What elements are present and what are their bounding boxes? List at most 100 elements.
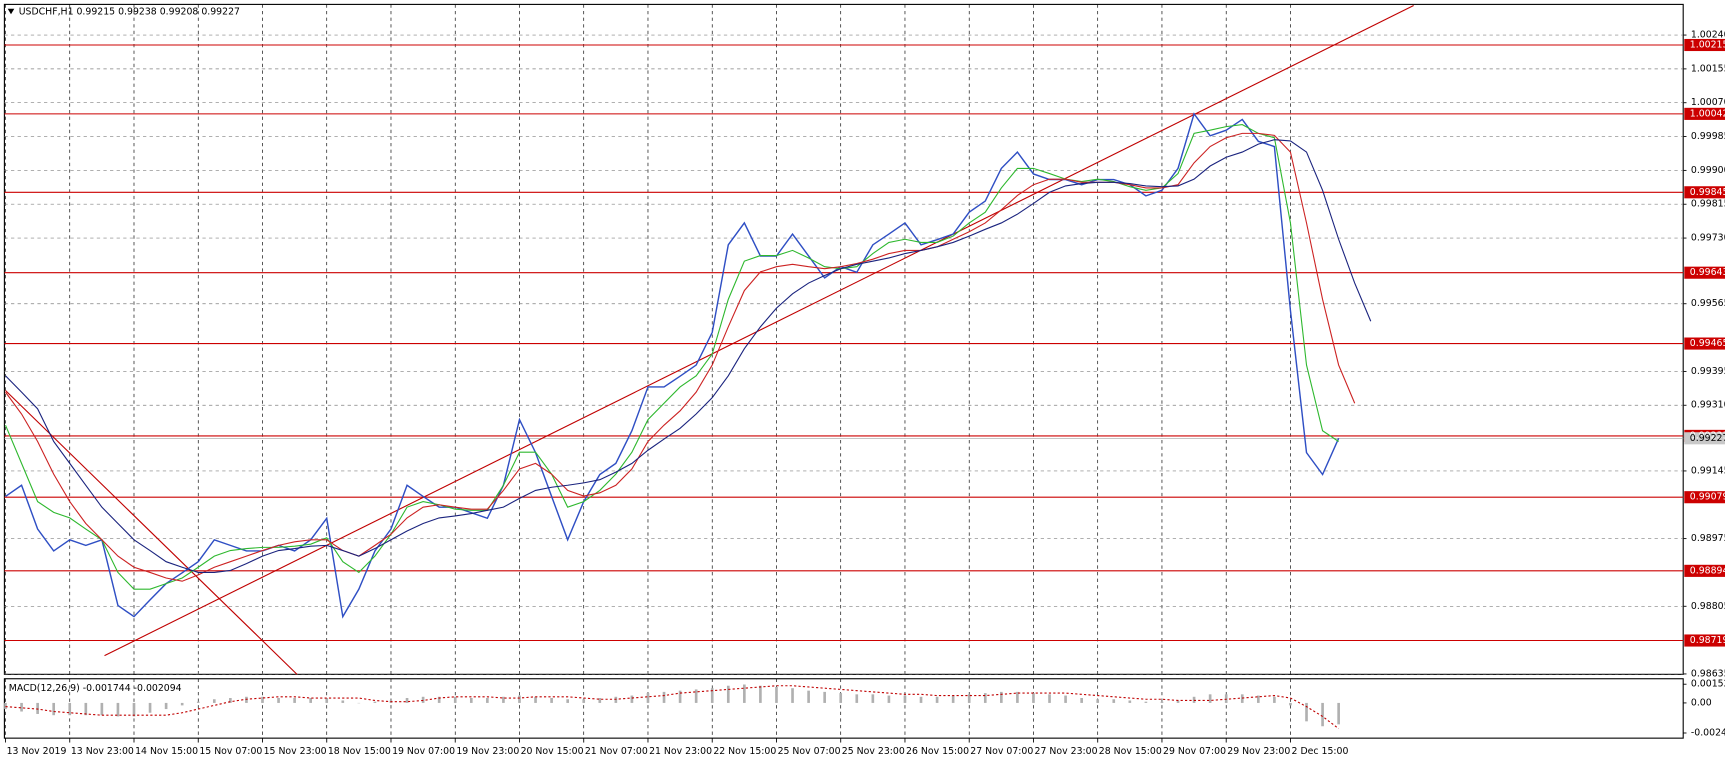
macd-bar (277, 698, 280, 703)
x-tick-label: 25 Nov 07:00 (778, 746, 841, 757)
macd-bar (164, 702, 168, 710)
macd-bar (903, 695, 907, 703)
macd-bar (951, 695, 955, 703)
macd-bar (1337, 702, 1340, 725)
level-label: 0.99465 (1690, 338, 1725, 349)
macd-bar (1240, 694, 1244, 703)
y-tick-label: -0.00245 (1691, 727, 1725, 738)
level-label: 0.99079 (1690, 492, 1725, 503)
macd-bar (84, 702, 88, 716)
macd-bar (325, 698, 329, 703)
level-label-box (1684, 491, 1725, 504)
moving-average-line (5, 139, 1372, 573)
macd-bar (518, 695, 521, 703)
macd-bar (1144, 701, 1148, 703)
macd-bar (116, 702, 120, 717)
level-label: 0.98719 (1690, 635, 1725, 646)
macd-bar (486, 698, 489, 703)
y-tick-label: 0.99145 (1691, 465, 1725, 476)
macd-bar (148, 702, 152, 713)
trend-line (104, 5, 1414, 657)
macd-bar (1273, 696, 1276, 703)
level-label-box (1684, 38, 1725, 52)
macd-bar (36, 702, 39, 714)
level-label-box (1684, 107, 1725, 120)
macd-bar (871, 694, 875, 703)
y-tick-label: 0.98805 (1691, 601, 1725, 612)
macd-bar (261, 696, 264, 703)
level-label: 0.99233 (1690, 430, 1725, 441)
macd-bar (887, 695, 891, 703)
macd-bar (598, 698, 602, 703)
macd-bar (132, 702, 136, 717)
level-label-box (1684, 266, 1725, 279)
macd-bar (4, 702, 7, 710)
x-tick-label: 22 Nov 15:00 (713, 746, 776, 757)
x-tick-label: 28 Nov 15:00 (1099, 746, 1162, 757)
macd-bar (582, 699, 586, 703)
x-tick-label: 19 Nov 23:00 (456, 746, 519, 757)
macd-bar (1128, 700, 1132, 703)
macd-bar (100, 702, 104, 716)
macd-bar (550, 698, 553, 703)
x-tick-label: 20 Nov 15:00 (521, 746, 584, 757)
macd-bar (759, 685, 762, 703)
macd-bar (662, 691, 666, 703)
macd-bar (646, 693, 650, 703)
macd-bar (437, 696, 441, 703)
level-label: 0.99845 (1690, 187, 1725, 198)
level-label: 0.99643 (1690, 267, 1725, 278)
macd-bar (502, 696, 505, 703)
macd-bar (1305, 702, 1308, 722)
macd-bar (630, 695, 634, 703)
macd-bar (967, 694, 971, 703)
macd-bar (229, 698, 232, 703)
macd-bar (1000, 691, 1003, 703)
x-tick-label: 14 Nov 15:00 (135, 746, 198, 757)
y-tick-label: 0.99985 (1691, 131, 1725, 142)
chart-title: USDCHF,H1 0.99215 0.99238 0.99208 0.9922… (19, 7, 240, 18)
data-layer (4, 112, 1372, 730)
signal-line (5, 685, 1339, 730)
menu-arrow[interactable] (7, 8, 15, 15)
macd-bar (1032, 693, 1035, 703)
macd-bar (180, 702, 184, 706)
macd-bar (775, 686, 778, 703)
macd-bar (1208, 694, 1212, 703)
macd-bar (469, 698, 473, 703)
macd-bar (1192, 696, 1196, 703)
macd-bar (726, 685, 730, 703)
macd-bar (791, 688, 794, 703)
macd-bar (983, 693, 987, 703)
main-plot-frame (3, 3, 1684, 675)
trend-line (5, 390, 298, 675)
macd-bar (743, 684, 746, 703)
macd-bar (309, 698, 312, 703)
x-tick-label: 2 Dec 15:00 (1292, 746, 1349, 757)
y-tick-label: 0.00 (1691, 697, 1712, 708)
current-price-label: 0.99227 (1690, 433, 1725, 444)
macd-bar (935, 696, 939, 703)
y-tick-label: 0.98635 (1691, 668, 1725, 679)
macd-bar (823, 691, 826, 703)
y-tick-label: 0.99395 (1691, 366, 1725, 377)
y-tick-label: 0.99565 (1691, 298, 1725, 309)
macd-bar (1080, 698, 1083, 703)
macd-bar (212, 699, 216, 703)
macd-bar (373, 701, 377, 703)
macd-bar (807, 690, 810, 703)
text-layer: 13 Nov 2019 13 Nov 23:00 14 Nov 15:00 15 No… (7, 30, 1725, 757)
x-tick-label: 27 Nov 07:00 (970, 746, 1033, 757)
macd-title: MACD(12,26,9) -0.001744 -0.002094 (9, 683, 182, 694)
x-tick-label: 21 Nov 07:00 (585, 746, 648, 757)
x-tick-label: 18 Nov 15:00 (328, 746, 391, 757)
x-tick-label: 21 Nov 23:00 (649, 746, 712, 757)
macd-bar (1321, 702, 1324, 727)
macd-bar (710, 688, 714, 703)
macd-bar (20, 702, 23, 712)
x-tick-label: 25 Nov 23:00 (842, 746, 905, 757)
x-tick-label: 13 Nov 2019 (7, 746, 67, 757)
y-tick-label: 0.99815 (1691, 199, 1725, 210)
